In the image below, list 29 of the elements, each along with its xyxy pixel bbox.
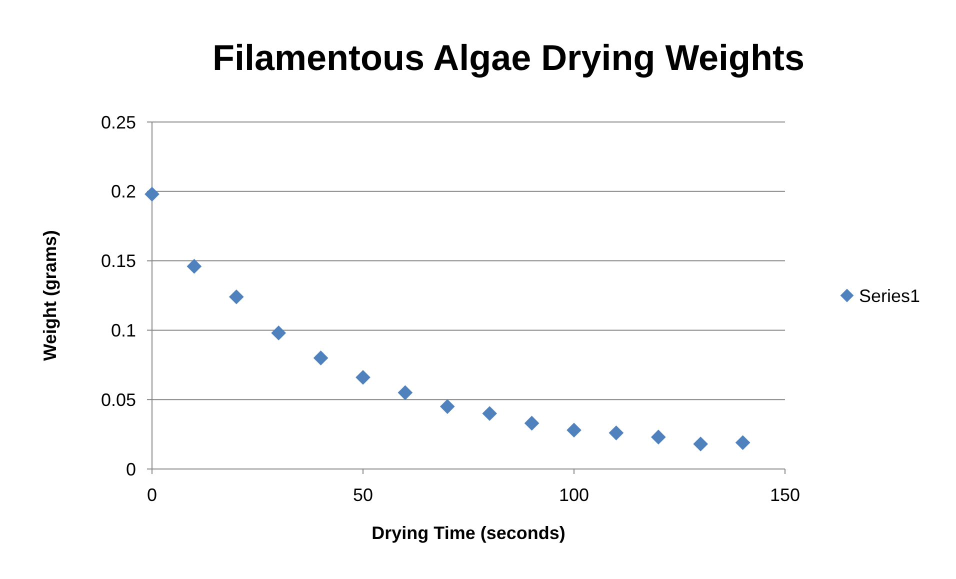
y-tick-label: 0.1 xyxy=(110,320,136,340)
x-axis-title: Drying Time (seconds) xyxy=(372,523,566,543)
point xyxy=(566,422,582,438)
chart-title: Filamentous Algae Drying Weights xyxy=(212,37,805,78)
y-tick-label: 0 xyxy=(126,459,136,480)
point xyxy=(608,425,624,440)
y-tick-label: 0.05 xyxy=(100,390,136,410)
point xyxy=(144,186,160,202)
point xyxy=(524,416,540,431)
point xyxy=(356,370,370,385)
x-tick-label: 100 xyxy=(558,485,590,505)
point xyxy=(398,385,413,400)
y-tick-label: 0.2 xyxy=(110,182,136,202)
y-tick-label: 0.25 xyxy=(100,112,136,132)
x-tick-label: 50 xyxy=(352,485,374,505)
point xyxy=(313,350,328,366)
point xyxy=(650,430,666,444)
y-tick-label: 0.15 xyxy=(100,251,136,272)
legend-label: Series1 xyxy=(859,286,920,306)
point xyxy=(440,399,455,414)
point xyxy=(186,258,202,274)
point xyxy=(735,435,750,450)
point xyxy=(228,289,244,304)
point xyxy=(693,436,708,452)
point xyxy=(482,406,498,421)
x-tick-label: 150 xyxy=(770,485,800,505)
y-axis-title: Weight (grams) xyxy=(40,230,60,361)
x-tick-label: 0 xyxy=(146,485,158,505)
point xyxy=(271,326,286,340)
